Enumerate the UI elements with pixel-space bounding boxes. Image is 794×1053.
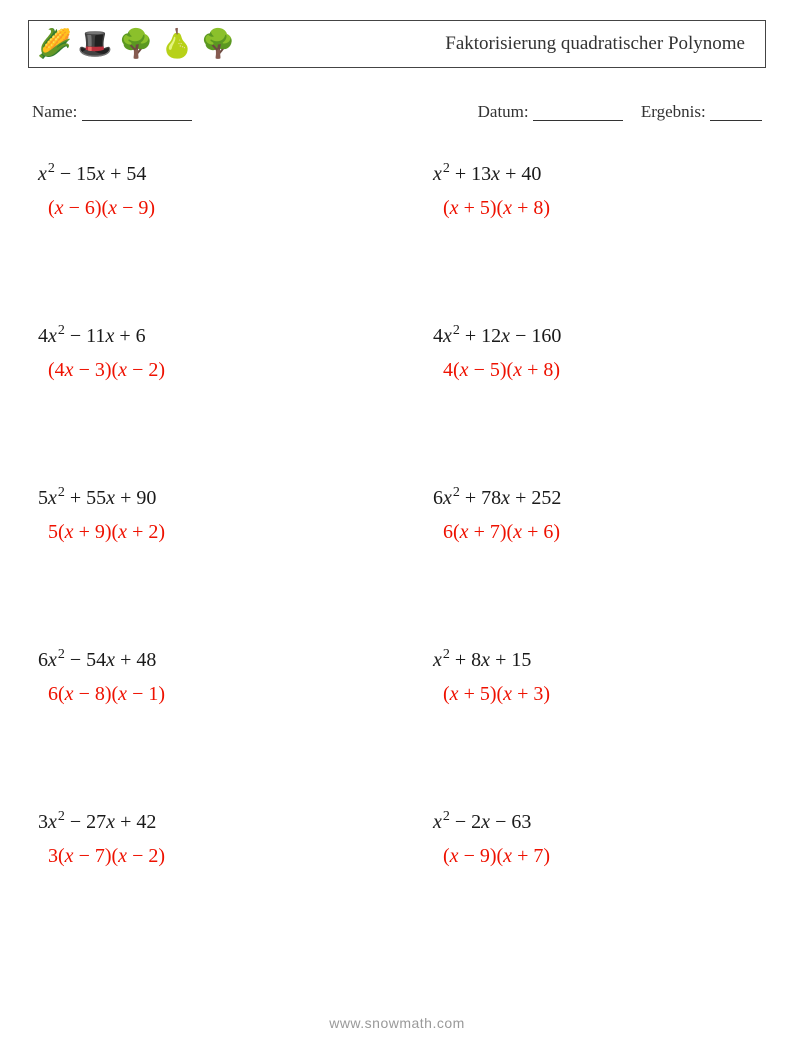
- polynomial: x2 + 8x + 15: [433, 644, 756, 676]
- polynomial: 6x2 + 78x + 252: [433, 482, 756, 514]
- polynomial: x2 + 13x + 40: [433, 158, 756, 190]
- problems-grid: x2 − 15x + 54(x − 6)(x − 9)x2 + 13x + 40…: [28, 158, 766, 872]
- meta-row: Name: Datum: Ergebnis:: [28, 102, 766, 122]
- problem-9: 3x2 − 27x + 423(x − 7)(x − 2): [38, 806, 397, 872]
- date-label: Datum:: [478, 102, 529, 121]
- problem-5: 5x2 + 55x + 905(x + 9)(x + 2): [38, 482, 397, 548]
- polynomial: 4x2 − 11x + 6: [38, 320, 397, 352]
- worksheet-title: Faktorisierung quadratischer Polynome: [235, 33, 753, 55]
- polynomial: 6x2 − 54x + 48: [38, 644, 397, 676]
- answer: (x + 5)(x + 3): [433, 678, 756, 710]
- problem-1: x2 − 15x + 54(x − 6)(x − 9): [38, 158, 397, 224]
- problem-4: 4x2 + 12x − 1604(x − 5)(x + 8): [397, 320, 756, 386]
- polynomial: 3x2 − 27x + 42: [38, 806, 397, 838]
- answer: 6(x + 7)(x + 6): [433, 516, 756, 548]
- tree2-icon: 🌳: [201, 27, 236, 61]
- date-blank[interactable]: [533, 120, 623, 121]
- corn-icon: 🌽: [37, 27, 72, 61]
- problem-2: x2 + 13x + 40(x + 5)(x + 8): [397, 158, 756, 224]
- hat-icon: 🎩: [78, 27, 113, 61]
- problem-7: 6x2 − 54x + 486(x − 8)(x − 1): [38, 644, 397, 710]
- result-field-group: Ergebnis:: [641, 102, 762, 122]
- name-field-group: Name:: [32, 102, 478, 122]
- tree1-icon: 🌳: [119, 27, 154, 61]
- header-box: 🌽🎩🌳🍐🌳 Faktorisierung quadratischer Polyn…: [28, 20, 766, 68]
- answer: 6(x − 8)(x − 1): [38, 678, 397, 710]
- result-label: Ergebnis:: [641, 102, 706, 121]
- problem-10: x2 − 2x − 63(x − 9)(x + 7): [397, 806, 756, 872]
- worksheet-page: 🌽🎩🌳🍐🌳 Faktorisierung quadratischer Polyn…: [0, 0, 794, 1053]
- pear-icon: 🍐: [160, 27, 195, 61]
- answer: (x − 6)(x − 9): [38, 192, 397, 224]
- answer: (x − 9)(x + 7): [433, 840, 756, 872]
- name-blank[interactable]: [82, 120, 192, 121]
- polynomial: x2 − 2x − 63: [433, 806, 756, 838]
- answer: 5(x + 9)(x + 2): [38, 516, 397, 548]
- problem-3: 4x2 − 11x + 6(4x − 3)(x − 2): [38, 320, 397, 386]
- polynomial: 4x2 + 12x − 160: [433, 320, 756, 352]
- polynomial: 5x2 + 55x + 90: [38, 482, 397, 514]
- result-blank[interactable]: [710, 120, 762, 121]
- header-icons: 🌽🎩🌳🍐🌳: [37, 27, 235, 61]
- footer-url: www.snowmath.com: [0, 1015, 794, 1031]
- polynomial: x2 − 15x + 54: [38, 158, 397, 190]
- name-label: Name:: [32, 102, 77, 121]
- date-field-group: Datum:: [478, 102, 623, 122]
- answer: 4(x − 5)(x + 8): [433, 354, 756, 386]
- problem-6: 6x2 + 78x + 2526(x + 7)(x + 6): [397, 482, 756, 548]
- problem-8: x2 + 8x + 15(x + 5)(x + 3): [397, 644, 756, 710]
- answer: (4x − 3)(x − 2): [38, 354, 397, 386]
- answer: 3(x − 7)(x − 2): [38, 840, 397, 872]
- answer: (x + 5)(x + 8): [433, 192, 756, 224]
